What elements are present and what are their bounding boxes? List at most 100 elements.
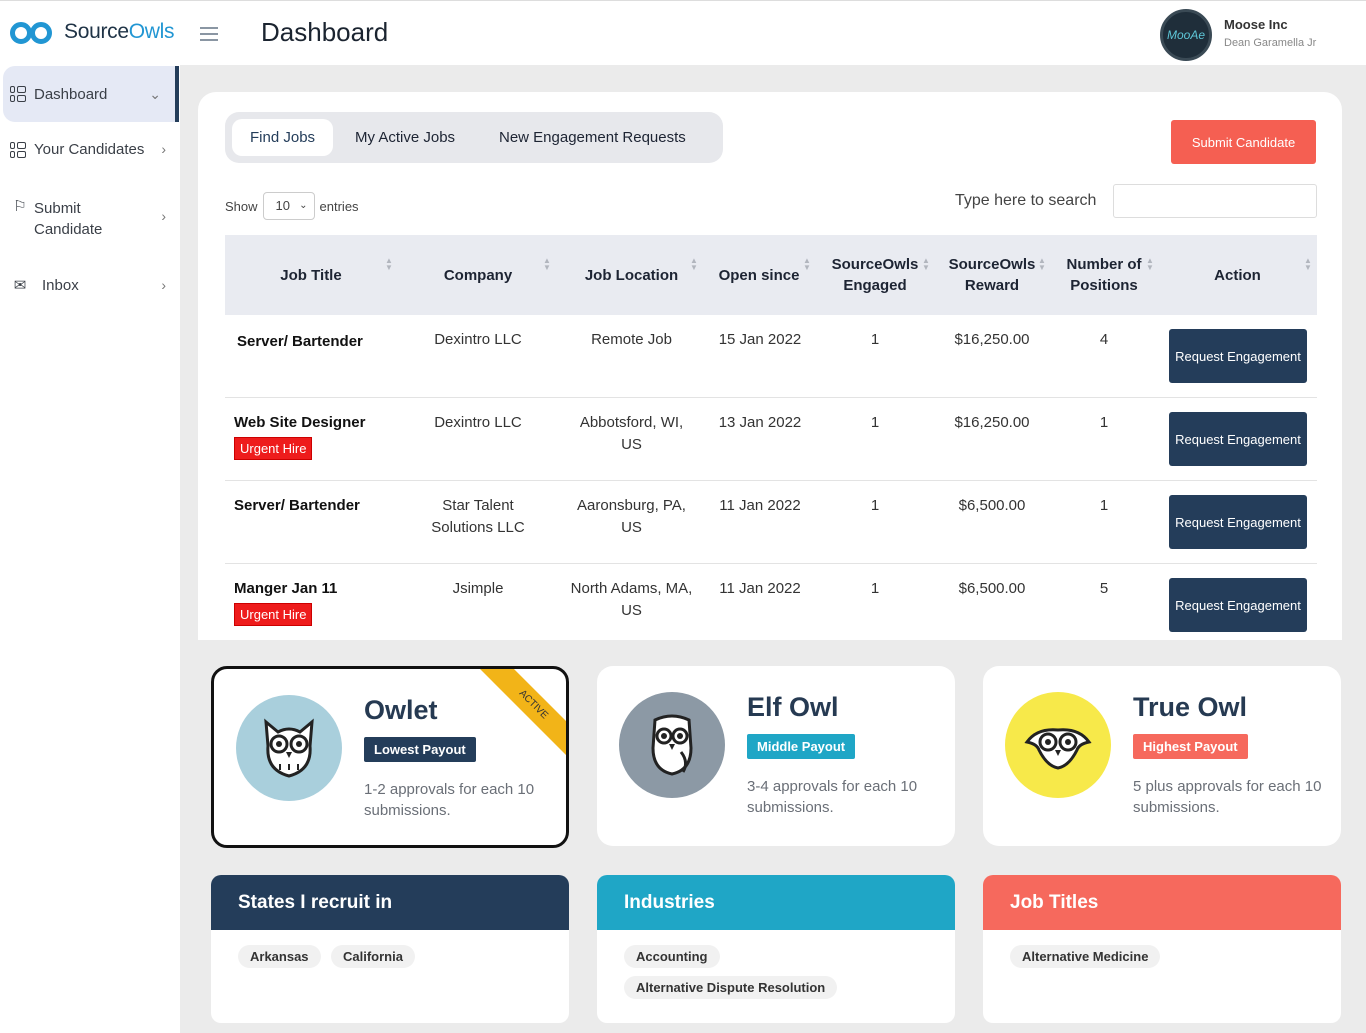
request-engagement-button[interactable]: Request Engagement [1169,329,1307,383]
column-header-action[interactable]: Action ▲ ▼ [1214,256,1312,284]
column-header-open-since[interactable]: Open since ▲ ▼ [718,256,811,284]
tier-card-owlet: Owlet Lowest Payout 1-2 approvals for ea… [211,666,569,848]
job-title[interactable]: Manger Jan 11 [234,580,338,597]
chevron-right-icon: › [161,277,166,293]
brand-logo[interactable]: SourceOwls [10,19,175,45]
table-row: Server/ Bartender Dexintro LLC Remote Jo… [225,315,1317,398]
table-row: Manger Jan 11 Urgent Hire Jsimple North … [225,564,1317,647]
job-title-chip: Alternative Medicine [1010,945,1161,968]
panel-title: States I recruit in [211,875,569,930]
open-since: 15 Jan 2022 [718,331,802,348]
job-title[interactable]: Web Site Designer [234,414,366,431]
company: Dexintro LLC [434,331,522,348]
avatar[interactable]: MooAe [1160,9,1212,61]
menu-toggle-icon[interactable] [200,27,218,45]
owlet-owl-icon [236,695,342,801]
sidebar: Dashboard ⌄ Your Candidates › ⚐ Submit C… [0,65,180,1033]
submit-candidate-button[interactable]: Submit Candidate [1171,120,1316,164]
sidebar-item-label: Your Candidates [34,141,145,158]
owl-logo-icon [10,19,56,45]
payout-badge: Lowest Payout [364,737,476,762]
search-label: Type here to search [955,192,1097,209]
tab-bar: Find Jobs My Active Jobs New Engagement … [225,112,723,163]
tier-description: 5 plus approvals for each 10 submissions… [1133,778,1322,816]
job-location: North Adams, MA, US [570,580,693,619]
table-header: Job Title ▲ ▼ Company ▲ ▼ Job Location ▲ ▼ Ope… [225,235,1317,315]
tier-card-elf-owl: Elf Owl Middle Payout 3-4 approvals for … [597,666,955,846]
page-title: Dashboard [261,17,389,47]
tier-card-true-owl: True Owl Highest Payout 5 plus approvals… [983,666,1341,846]
search-input[interactable] [1113,184,1317,218]
tier-description: 3-4 approvals for each 10 submissions. [747,778,918,816]
industries-panel: Industries Accounting Alternative Disput… [597,875,955,1023]
dashboard-icon [10,85,30,103]
mail-icon: ✉ [13,277,27,294]
job-location: Remote Job [591,331,672,348]
jobs-card: Find Jobs My Active Jobs New Engagement … [198,92,1342,640]
open-since: 11 Jan 2022 [719,580,801,597]
user-name[interactable]: Moose Inc [1224,17,1288,32]
tier-name: Elf Owl [747,692,839,722]
chevron-right-icon: › [161,141,166,157]
company: Dexintro LLC [434,414,522,431]
active-ribbon: ACTIVE [478,669,566,760]
job-location: Aaronsburg, PA, US [577,497,686,536]
sidebar-item-label: Inbox [42,277,79,294]
sidebar-item-submit-candidate[interactable]: ⚐ Submit Candidate › [0,198,180,240]
show-label: Show [225,198,258,214]
entries-label: entries [319,198,359,214]
elf-owl-icon [619,692,725,798]
tier-name: Owlet [364,695,438,725]
company: Star Talent Solutions LLC [431,497,525,536]
reward: $16,250.00 [954,331,1030,348]
state-chip: Arkansas [238,945,321,968]
payout-badge: Highest Payout [1133,734,1248,759]
tier-description: 1-2 approvals for each 10 submissions. [364,781,535,819]
column-header-job-title[interactable]: Job Title ▲ ▼ [280,256,393,284]
top-header: SourceOwls Dashboard MooAe Moose Inc Dea… [0,0,1366,65]
tier-name: True Owl [1133,692,1248,722]
entries-control: Show 10 ⌄ entries [225,192,359,220]
job-title[interactable]: Server/ Bartender [237,333,363,350]
reward: $6,500.00 [958,497,1026,514]
state-chip: California [331,945,415,968]
engaged-count: 1 [870,497,880,514]
tab-find-jobs[interactable]: Find Jobs [232,119,334,156]
tab-my-active-jobs[interactable]: My Active Jobs [355,129,456,146]
positions: 1 [1099,414,1109,431]
payout-badge: Middle Payout [747,734,856,759]
engaged-count: 1 [870,580,880,597]
reward: $16,250.00 [954,414,1030,431]
table-row: Server/ Bartender Star Talent Solutions … [225,481,1317,564]
column-header-job-location[interactable]: Job Location ▲ ▼ [584,256,698,284]
panel-title: Job Titles [983,875,1341,930]
request-engagement-button[interactable]: Request Engagement [1169,578,1307,632]
job-titles-panel: Job Titles Alternative Medicine [983,875,1341,1023]
sidebar-item-dashboard[interactable]: Dashboard ⌄ [3,66,179,122]
states-panel: States I recruit in Arkansas California [211,875,569,1023]
open-since: 11 Jan 2022 [719,497,801,514]
sidebar-item-inbox[interactable]: ✉ Inbox › [0,277,180,295]
panel-title: Industries [597,875,955,930]
entries-select[interactable]: 10 ⌄ [262,192,315,220]
urgent-hire-badge: Urgent Hire [234,437,313,460]
column-header-company[interactable]: Company ▲ ▼ [443,256,551,284]
request-engagement-button[interactable]: Request Engagement [1169,412,1307,466]
open-since: 13 Jan 2022 [718,414,802,431]
brand-name: SourceOwls [64,20,175,43]
company: Jsimple [452,580,504,597]
flag-icon: ⚐ [13,198,27,215]
job-title[interactable]: Server/ Bartender [234,497,360,514]
column-header-engaged[interactable]: SourceOwls Engaged ▲ ▼ [831,256,930,294]
sidebar-item-your-candidates[interactable]: Your Candidates › [0,141,180,159]
column-header-reward[interactable]: SourceOwls Reward ▲ ▼ [948,256,1046,294]
column-header-positions[interactable]: Number of Positions ▲ ▼ [1066,256,1154,294]
engaged-count: 1 [870,414,880,431]
request-engagement-button[interactable]: Request Engagement [1169,495,1307,549]
sidebar-item-label: Submit Candidate [34,200,103,238]
chevron-down-icon: ⌄ [149,85,161,102]
tab-new-engagement-requests[interactable]: New Engagement Requests [499,129,686,146]
sidebar-item-label: Dashboard [34,85,108,103]
positions: 1 [1099,497,1109,514]
true-owl-icon [1005,692,1111,798]
